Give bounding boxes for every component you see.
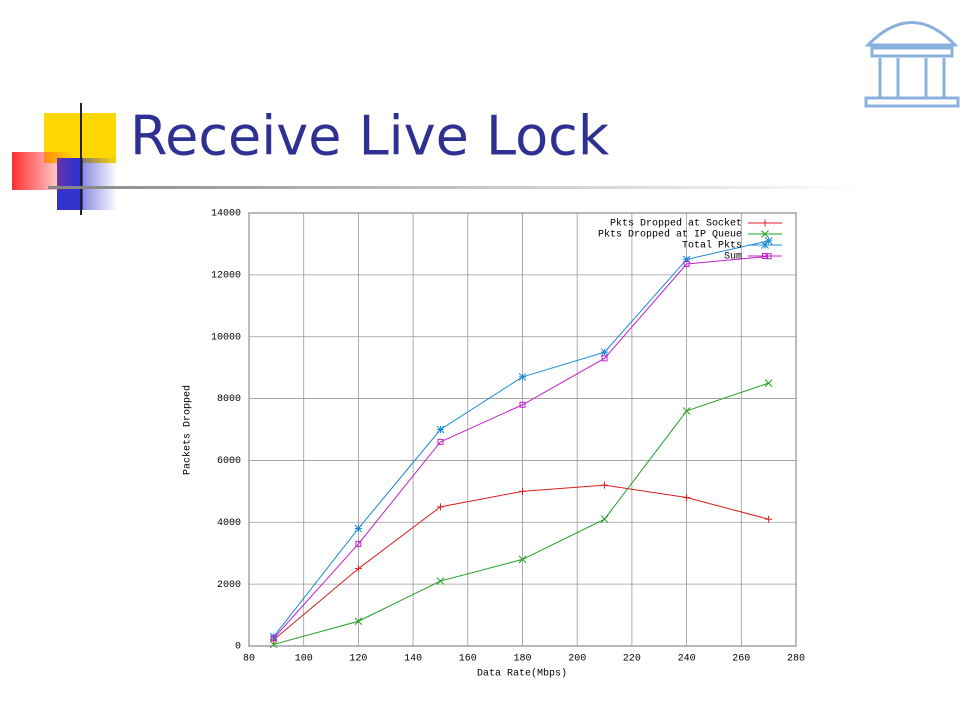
point-marker [764,379,773,387]
point-marker [601,355,608,362]
y-tick-label: 4000 [217,518,241,529]
y-tick-label: 12000 [211,270,241,281]
point-marker [437,438,444,445]
point-marker [355,540,362,547]
x-tick-label: 200 [568,654,586,665]
legend-label: Sum [724,252,742,263]
y-tick-label: 14000 [211,209,241,220]
x-tick-label: 160 [459,654,477,665]
series-line [273,382,769,645]
x-tick-label: 280 [787,654,805,665]
point-marker [436,503,444,511]
point-marker [354,617,363,626]
x-tick-label: 140 [404,654,422,665]
x-axis-label: Data Rate(Mbps) [477,668,567,680]
point-marker [518,373,527,381]
point-marker [682,407,691,415]
y-tick-label: 2000 [217,580,241,591]
y-tick-label: 0 [235,642,241,653]
point-marker [518,555,527,564]
slide-title: Receive Live Lock [130,105,610,168]
point-marker [354,565,362,573]
point-marker [269,632,278,641]
legend-marker [761,219,769,227]
y-axis-label: Packets Dropped [182,385,194,475]
point-marker [765,515,773,523]
point-marker [600,515,609,524]
x-tick-label: 100 [295,654,313,665]
x-tick-label: 220 [623,654,641,665]
series-line [273,255,769,639]
series-line [273,484,769,641]
y-tick-label: 8000 [217,394,241,405]
legend-label: Pkts Dropped at IP Queue [598,229,742,241]
point-marker [764,236,773,245]
legend-label: Pkts Dropped at Socket [610,218,742,230]
x-tick-label: 260 [732,654,750,665]
point-marker [683,261,690,268]
deco-red [12,152,74,190]
y-tick-label: 10000 [211,332,241,343]
point-marker [601,481,609,489]
point-marker [600,348,609,357]
point-marker [683,494,691,502]
point-marker [682,255,691,264]
point-marker [436,577,445,585]
point-marker [354,524,363,533]
legend-marker [762,253,768,259]
point-marker [765,253,772,260]
title-underline [48,186,868,189]
logo [864,21,960,108]
x-tick-label: 240 [678,654,696,665]
point-marker [436,425,445,434]
x-tick-label: 120 [349,654,367,665]
point-marker [519,487,526,495]
point-marker [519,401,526,408]
legend-marker [761,230,769,238]
legend-marker [761,241,769,249]
y-tick-label: 6000 [217,456,241,467]
point-marker [269,640,278,649]
legend-label: Total Pkts [682,240,742,252]
x-tick-label: 180 [513,654,531,665]
x-tick-label: 80 [243,654,255,665]
point-marker [270,635,277,642]
